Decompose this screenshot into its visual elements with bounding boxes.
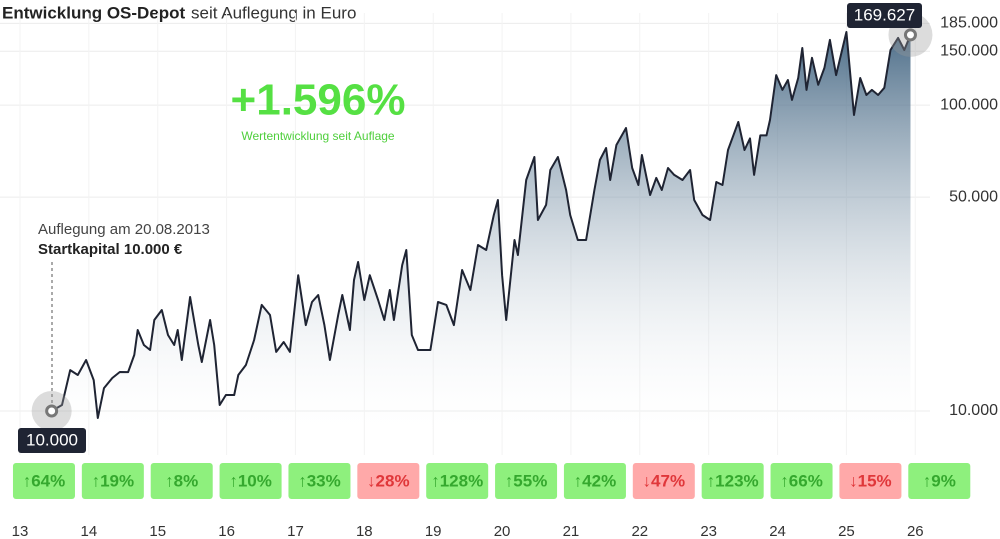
x-tick-label: 18 [356,523,373,539]
return-label: ↓15% [849,471,892,490]
start-label-box [18,428,86,453]
return-label: ↓47% [643,471,686,490]
headline: +1.596% [231,76,406,125]
return-label: ↑128% [431,471,483,490]
return-badge [426,463,489,499]
return-label: ↑8% [165,471,198,490]
chart-title: Entwicklung OS-Depot [2,3,186,22]
x-tick-label: 14 [80,523,97,539]
return-badge [770,463,833,499]
x-tick-label: 20 [494,523,511,539]
line [51,31,912,419]
return-badge [12,463,75,499]
x-tick-label: 17 [287,523,304,539]
return-badge [219,463,282,499]
return-badge [632,463,695,499]
return-badge [563,463,626,499]
return-badge [495,463,558,499]
x-tick-label: 15 [149,523,166,539]
return-label: ↑123% [707,471,759,490]
x-tick-label: 25 [838,523,855,539]
start-label: 10.000 [26,430,78,449]
x-tick-label: 13 [12,523,29,539]
return-label: ↑19% [92,471,135,490]
headline-caption: Wertentwicklung seit Auflage [241,129,395,143]
return-label: ↑66% [780,471,823,490]
return-label: ↑42% [574,471,617,490]
y-tick-label: 100.000 [940,96,998,113]
y-tick-label: 185.000 [940,15,998,32]
x-tick-label: 16 [218,523,235,539]
end-label: 169.627 [854,5,915,24]
start-marker [45,404,59,418]
x-tick-label: 24 [769,523,786,539]
return-label: ↑33% [298,471,341,490]
return-badge [81,463,144,499]
return-label: ↑55% [505,471,548,490]
annotation: Auflegung am 20.08.2013 [38,221,210,238]
return-label: ↑9% [923,471,956,490]
return-badge [150,463,213,499]
x-tick-label: 21 [563,523,580,539]
return-label: ↓28% [367,471,410,490]
x-tick-label: 23 [700,523,717,539]
return-badge [908,463,971,499]
return-badge [701,463,764,499]
end-label-box [847,3,922,28]
return-badge [288,463,351,499]
annotation: Startkapital 10.000 € [38,241,183,258]
return-badge [357,463,420,499]
y-tick-label: 10.000 [949,402,998,419]
x-tick-label: 22 [631,523,648,539]
x-tick-label: 26 [907,523,924,539]
return-label: ↑64% [23,471,66,490]
return-label: ↑10% [229,471,272,490]
area [51,32,911,440]
x-tick-label: 19 [425,523,442,539]
chart-subtitle: seit Auflegung in Euro [191,3,356,22]
end-marker [903,28,917,42]
return-badge [839,463,902,499]
y-tick-label: 150.000 [940,42,998,59]
y-tick-label: 50.000 [949,188,998,205]
